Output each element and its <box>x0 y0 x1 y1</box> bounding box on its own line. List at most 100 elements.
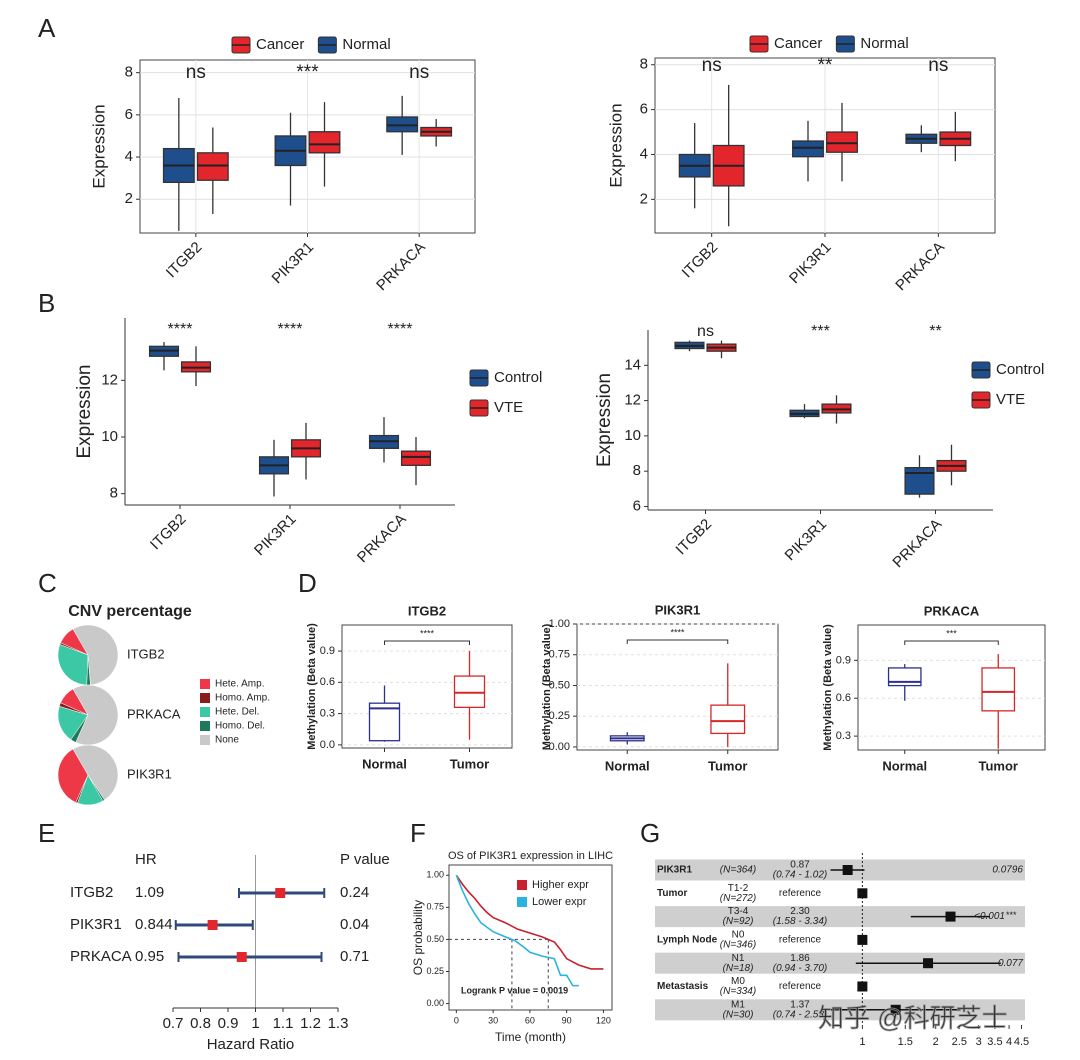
box <box>400 450 432 466</box>
box <box>453 675 486 708</box>
legend-label: VTE <box>494 399 523 416</box>
ci-label: (0.94 - 3.70) <box>773 963 827 974</box>
y-tick-label: 12 <box>624 392 641 409</box>
x-tick-label: 90 <box>562 1015 572 1025</box>
significance: ** <box>818 55 833 76</box>
hr-label: 2.30 <box>790 906 810 917</box>
variable-label: Lymph Node <box>657 935 718 946</box>
panel-label: D <box>298 568 317 598</box>
box <box>308 131 341 154</box>
x-tick-label: 0.8 <box>190 1015 211 1032</box>
pie-slice <box>72 624 119 686</box>
y-axis-label: Methylation (Beta value) <box>822 624 834 751</box>
survival-curve <box>455 874 579 987</box>
legend-label: Hete. Amp. <box>215 679 264 690</box>
x-tick-label: 30 <box>488 1015 498 1025</box>
y-tick-label: 8 <box>125 64 133 81</box>
x-tick-label: 0.9 <box>218 1015 239 1032</box>
legend-label: Normal <box>342 36 390 53</box>
x-tick-label: Normal <box>362 756 407 771</box>
box <box>386 116 419 133</box>
pie-label: PRKACA <box>127 706 181 721</box>
pie-slice <box>72 744 119 801</box>
x-tick-label: 2.5 <box>952 1036 967 1048</box>
reference-marker <box>857 888 868 899</box>
x-tick-label: 1.3 <box>328 1015 349 1032</box>
ci-label: (0.74 - 1.02) <box>773 870 827 881</box>
y-tick-label: 4 <box>640 145 648 162</box>
y-tick-label: 0.50 <box>549 679 570 691</box>
panel-label: A <box>38 13 56 43</box>
legend-swatch <box>200 721 210 731</box>
x-tick-label: 3.5 <box>987 1036 1002 1048</box>
legend-swatch <box>200 735 210 745</box>
box <box>904 466 935 495</box>
y-axis-label: Methylation (Beta value) <box>306 623 318 750</box>
hazard-ratio-marker <box>207 920 218 930</box>
n-label: (N=18) <box>723 963 754 974</box>
legend-label: Cancer <box>774 35 822 52</box>
significance: **** <box>388 321 413 338</box>
x-axis-label: Hazard Ratio <box>207 1036 295 1053</box>
chart-title: PRKACA <box>924 603 980 618</box>
legend-label: VTE <box>996 391 1025 408</box>
legend-swatch <box>517 897 527 907</box>
chart-title: CNV percentage <box>68 603 192 620</box>
box <box>710 704 746 735</box>
y-axis-label: Methylation (Beta value) <box>541 623 553 750</box>
x-tick-label: Tumor <box>979 758 1018 773</box>
row-label: PIK3R1 <box>70 916 122 933</box>
y-tick-label: 1.00 <box>426 870 444 880</box>
significance: **** <box>420 628 435 638</box>
y-tick-label: 12 <box>101 371 118 388</box>
reference-label: reference <box>779 888 822 899</box>
n-label: (N=346) <box>720 940 756 951</box>
y-tick-label: 6 <box>633 497 641 514</box>
row-label: PRKACA <box>70 948 132 965</box>
significance: *** <box>296 62 319 83</box>
legend-label: Control <box>494 369 542 386</box>
legend-label: Hete. Del. <box>215 707 259 718</box>
y-tick-label: 0.75 <box>426 902 444 912</box>
significance: ** <box>929 323 941 340</box>
x-tick-label: 1 <box>251 1015 259 1032</box>
y-tick-label: 0.3 <box>836 730 851 742</box>
hr-label: 1.86 <box>790 953 810 964</box>
significance: ns <box>186 62 206 83</box>
box <box>368 702 401 742</box>
y-tick-label: 0.50 <box>426 934 444 944</box>
hazard-ratio-marker <box>945 911 956 922</box>
annotation: Logrank P value = 0.0019 <box>461 985 568 995</box>
n-label: (N=334) <box>720 986 756 997</box>
box <box>981 667 1016 712</box>
x-tick-label: 1.5 <box>898 1036 913 1048</box>
panel-label: B <box>38 288 55 318</box>
x-tick-label: 2 <box>933 1036 939 1048</box>
significance: ns <box>928 55 948 76</box>
x-tick-label: 3 <box>976 1036 982 1048</box>
reference-marker <box>857 981 868 992</box>
significance: *** <box>811 323 830 340</box>
plot-frame <box>857 624 1046 751</box>
y-tick-label: 0.00 <box>549 741 570 753</box>
y-tick-label: 0.3 <box>320 708 335 720</box>
chart-title: OS of PIK3R1 expression in LIHC <box>448 850 613 862</box>
pie-slice <box>57 706 89 740</box>
survival-curve <box>455 874 604 970</box>
y-tick-label: 6 <box>125 106 133 123</box>
y-tick-label: 0.6 <box>836 692 851 704</box>
level-label: T1-2 <box>728 883 749 894</box>
hr-label: 1.09 <box>135 884 164 901</box>
y-axis-label: Expression <box>89 104 108 188</box>
x-tick-label: 4 <box>1006 1036 1012 1048</box>
variable-label: Tumor <box>657 888 687 899</box>
column-header: P value <box>340 851 390 868</box>
column-header: HR <box>135 851 157 868</box>
y-tick-label: 8 <box>633 462 641 479</box>
panel-label: F <box>410 818 426 848</box>
level-label: N0 <box>732 930 745 941</box>
box <box>826 131 858 153</box>
y-tick-label: 2 <box>640 190 648 207</box>
